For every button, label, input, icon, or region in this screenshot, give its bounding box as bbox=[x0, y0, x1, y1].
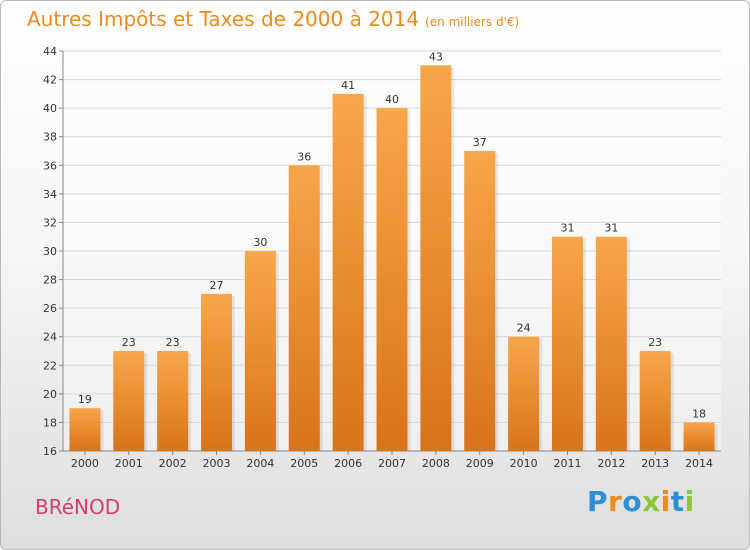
data-label: 37 bbox=[473, 136, 487, 149]
bar bbox=[551, 236, 583, 451]
x-tick-label: 2002 bbox=[159, 457, 187, 470]
y-tick-label: 42 bbox=[43, 74, 57, 87]
data-label: 30 bbox=[253, 236, 267, 249]
place-name: BRéNOD bbox=[35, 495, 121, 519]
x-tick-label: 2010 bbox=[510, 457, 538, 470]
data-label: 36 bbox=[297, 150, 311, 163]
bar bbox=[595, 236, 627, 451]
data-label: 27 bbox=[210, 279, 224, 292]
data-label: 23 bbox=[648, 336, 662, 349]
y-tick-label: 28 bbox=[43, 274, 57, 287]
data-label: 24 bbox=[517, 322, 531, 335]
x-tick-label: 2004 bbox=[246, 457, 274, 470]
y-tick-label: 20 bbox=[43, 388, 57, 401]
x-tick-label: 2000 bbox=[71, 457, 99, 470]
data-label: 41 bbox=[341, 79, 355, 92]
y-tick-label: 26 bbox=[43, 302, 57, 315]
bar bbox=[157, 351, 189, 451]
data-label: 40 bbox=[385, 93, 399, 106]
data-label: 31 bbox=[604, 222, 618, 235]
y-tick-label: 16 bbox=[43, 445, 57, 458]
bar bbox=[244, 251, 276, 451]
chart-title: Autres Impôts et Taxes de 2000 à 2014 (en… bbox=[27, 7, 520, 31]
y-tick-label: 30 bbox=[43, 245, 57, 258]
bar bbox=[420, 65, 452, 452]
x-tick-label: 2012 bbox=[597, 457, 625, 470]
data-label: 23 bbox=[122, 336, 136, 349]
x-tick-label: 2011 bbox=[553, 457, 581, 470]
y-tick-label: 38 bbox=[43, 131, 57, 144]
x-tick-label: 2014 bbox=[685, 457, 713, 470]
y-tick-label: 18 bbox=[43, 416, 57, 429]
data-label: 18 bbox=[692, 407, 706, 420]
y-tick-label: 22 bbox=[43, 359, 57, 372]
bar bbox=[376, 108, 408, 452]
y-tick-label: 40 bbox=[43, 102, 57, 115]
bar bbox=[113, 351, 145, 451]
x-tick-label: 2009 bbox=[466, 457, 494, 470]
bar bbox=[508, 336, 540, 451]
chart-subtitle: (en milliers d'€) bbox=[425, 15, 520, 29]
y-tick-label: 24 bbox=[43, 331, 57, 344]
data-label: 19 bbox=[78, 393, 92, 406]
bar bbox=[69, 408, 101, 451]
data-label: 31 bbox=[560, 222, 574, 235]
y-tick-label: 44 bbox=[43, 45, 57, 58]
proxiti-logo[interactable]: Proxiti bbox=[587, 485, 695, 518]
x-tick-label: 2003 bbox=[203, 457, 231, 470]
x-tick-label: 2006 bbox=[334, 457, 362, 470]
bar bbox=[683, 422, 715, 451]
y-tick-label: 36 bbox=[43, 159, 57, 172]
x-tick-label: 2001 bbox=[115, 457, 143, 470]
x-tick-label: 2013 bbox=[641, 457, 669, 470]
data-label: 43 bbox=[429, 50, 443, 63]
bar bbox=[288, 165, 320, 452]
y-tick-label: 34 bbox=[43, 188, 57, 201]
y-tick-label: 32 bbox=[43, 216, 57, 229]
data-label: 23 bbox=[166, 336, 180, 349]
bar bbox=[639, 351, 671, 451]
bar bbox=[464, 151, 496, 451]
x-tick-label: 2007 bbox=[378, 457, 406, 470]
bar bbox=[332, 93, 364, 451]
bar bbox=[201, 293, 233, 451]
x-tick-label: 2005 bbox=[290, 457, 318, 470]
x-tick-label: 2008 bbox=[422, 457, 450, 470]
